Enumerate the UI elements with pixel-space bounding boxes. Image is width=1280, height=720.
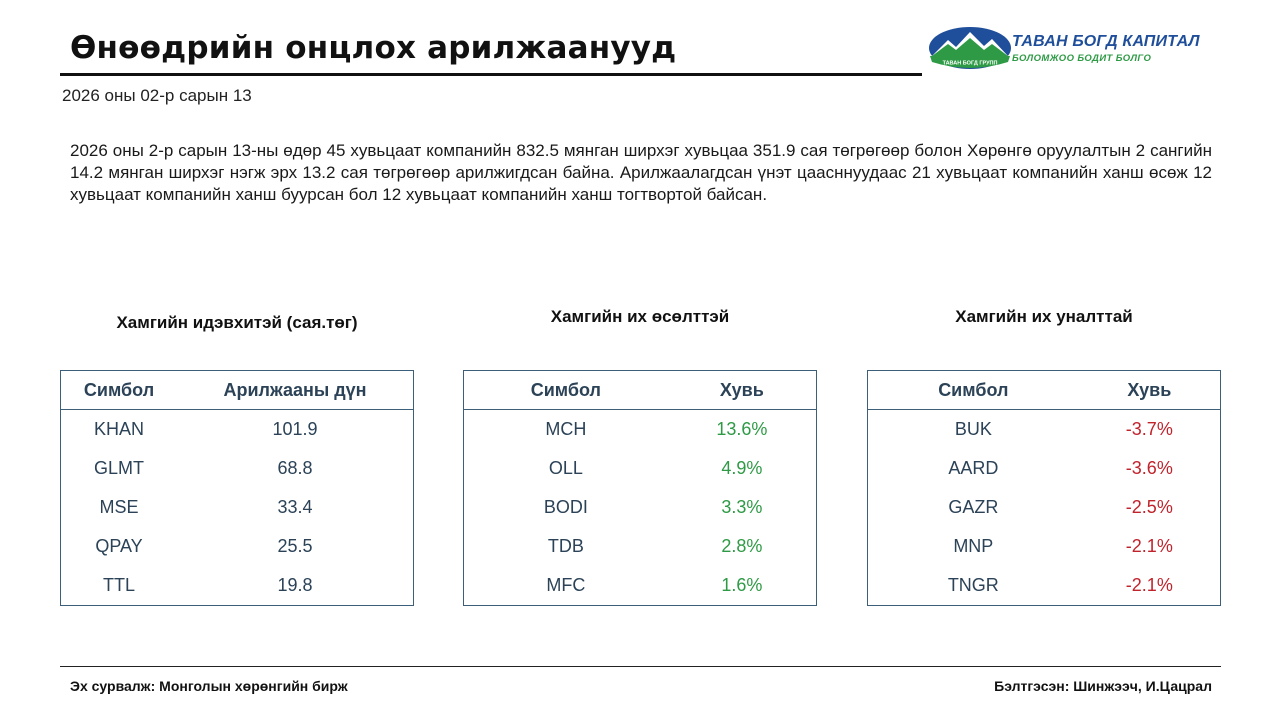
percent-change-cell: 1.6% [721, 575, 763, 595]
symbol-cell: BODI [543, 497, 588, 517]
symbol-cell: GLMT [94, 458, 145, 478]
table-row: MSE 33.4 [61, 488, 414, 527]
symbol-cell: TNGR [947, 575, 999, 595]
symbol-cell: KHAN [94, 419, 145, 439]
value-cell: 19.8 [277, 575, 313, 595]
source-note: Эх сурвалж: Монголын хөрөнгийн бирж [70, 678, 348, 694]
column-header-turnover: Арилжааны дүн [177, 370, 414, 410]
percent-change-cell: 4.9% [721, 458, 763, 478]
footer-divider [60, 666, 1221, 667]
value-cell: 33.4 [277, 497, 313, 517]
top-gainers-title: Хамгийн их өсөлттэй [550, 307, 730, 326]
column-header-symbol: Симбол [60, 370, 178, 410]
symbol-cell: MNP [953, 536, 994, 556]
percent-change-cell: -2.1% [1125, 536, 1173, 556]
market-summary: 2026 оны 2-р сарын 13-ны өдөр 45 хувьцаа… [70, 141, 1212, 204]
top-gainers-table: Симбол Хувь MCH 13.6% OLL 4.9% BODI 3.3%… [463, 370, 817, 606]
percent-change-cell: -2.1% [1125, 575, 1173, 595]
table-row: BUK -3.7% [868, 410, 1221, 450]
table-row: MFC 1.6% [464, 566, 817, 606]
logo-badge-text: ТАВАН БОГД ГРУПП [943, 61, 998, 67]
report-date: 2026 оны 02-р сарын 13 [62, 86, 252, 105]
mountain-logo-icon: ТАВАН БОГД ГРУПП [929, 27, 1011, 69]
percent-change-cell: 2.8% [721, 536, 763, 556]
column-header-symbol: Симбол [463, 370, 668, 410]
percent-change-cell: -2.5% [1125, 497, 1173, 517]
table-row: TTL 19.8 [61, 566, 414, 606]
symbol-cell: TDB [547, 536, 584, 556]
top-gainers-panel: Хамгийн их өсөлттэй Симбол Хувь MCH 13.6… [463, 300, 817, 606]
percent-change-cell: 13.6% [716, 419, 768, 439]
symbol-cell: BUK [954, 419, 992, 439]
company-logo: ТАВАН БОГД ГРУПП ТАВАН БОГД КАПИТАЛ БОЛО… [928, 26, 1213, 72]
value-cell: 101.9 [272, 419, 318, 439]
symbol-cell: AARD [948, 458, 999, 478]
symbol-cell: OLL [548, 458, 583, 478]
symbol-cell: TTL [103, 575, 136, 595]
table-row: OLL 4.9% [464, 449, 817, 488]
top-losers-table: Симбол Хувь BUK -3.7% AARD -3.6% GAZR -2… [867, 370, 1221, 606]
column-header-symbol: Симбол [867, 370, 1079, 410]
top-losers-title: Хамгийн их уналттай [955, 307, 1133, 326]
value-cell: 68.8 [277, 458, 313, 478]
page-title: Өнөөдрийн онцлох арилжаанууд [70, 30, 677, 66]
table-header-row: Симбол Хувь [867, 370, 1221, 410]
symbol-cell: MSE [99, 497, 139, 517]
logo-company-name: ТАВАН БОГД КАПИТАЛ [1012, 33, 1200, 50]
table-row: MCH 13.6% [464, 410, 817, 450]
table-row: QPAY 25.5 [61, 527, 414, 566]
symbol-cell: QPAY [95, 536, 143, 556]
column-header-percent: Хувь [1078, 370, 1221, 410]
percent-change-cell: 3.3% [721, 497, 763, 517]
table-row: TDB 2.8% [464, 527, 817, 566]
value-cell: 25.5 [277, 536, 313, 556]
percent-change-cell: -3.7% [1125, 419, 1173, 439]
most-active-panel: Хамгийн идэвхитэй (сая.төг) Симбол Арилж… [60, 300, 414, 606]
table-row: GLMT 68.8 [61, 449, 414, 488]
symbol-cell: MFC [546, 575, 586, 595]
table-row: AARD -3.6% [868, 449, 1221, 488]
table-row: TNGR -2.1% [868, 566, 1221, 606]
symbol-cell: MCH [545, 419, 587, 439]
top-losers-panel: Хамгийн их уналттай Симбол Хувь BUK -3.7… [867, 300, 1221, 606]
title-underline [60, 73, 922, 76]
author-note: Бэлтгэсэн: Шинжээч, И.Цацрал [994, 678, 1212, 694]
most-active-title: Хамгийн идэвхитэй (сая.төг) [116, 313, 358, 332]
table-row: BODI 3.3% [464, 488, 817, 527]
table-header-row: Симбол Арилжааны дүн [60, 370, 414, 410]
most-active-table: Симбол Арилжааны дүн KHAN 101.9 GLMT 68.… [60, 370, 414, 606]
table-header-row: Симбол Хувь [463, 370, 817, 410]
column-header-percent: Хувь [667, 370, 817, 410]
table-row: KHAN 101.9 [61, 410, 414, 450]
percent-change-cell: -3.6% [1125, 458, 1173, 478]
table-row: GAZR -2.5% [868, 488, 1221, 527]
symbol-cell: GAZR [948, 497, 999, 517]
table-row: MNP -2.1% [868, 527, 1221, 566]
logo-slogan: БОЛОМЖОО БОДИТ БОЛГО [1012, 53, 1152, 64]
